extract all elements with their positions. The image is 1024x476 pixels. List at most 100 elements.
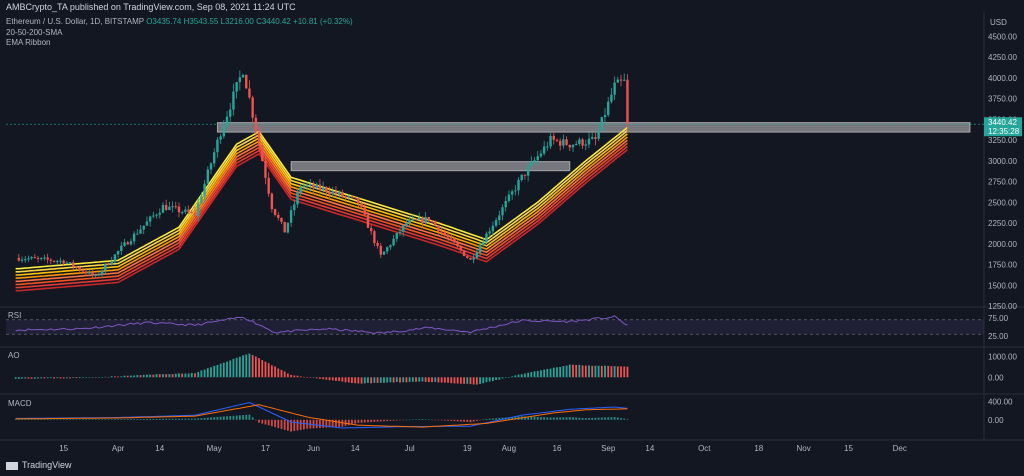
candle-body (385, 247, 389, 252)
macd-hist-bar (14, 419, 17, 420)
candle-body (408, 220, 411, 224)
ao-bar (40, 377, 43, 379)
candle-body (40, 257, 43, 259)
macd-hist-bar (610, 417, 613, 420)
macd-hist-bar (107, 419, 110, 420)
ao-bar (245, 354, 248, 378)
macd-hist-bar (379, 419, 382, 422)
macd-hist-bar (274, 419, 276, 428)
macd-hist-bar (530, 416, 533, 420)
ema-ribbon-line-2 (15, 133, 628, 276)
ao-pane-label[interactable]: AO (8, 351, 20, 360)
macd-hist-bar (46, 419, 49, 420)
candle-body (462, 250, 466, 257)
ao-bar (133, 375, 136, 378)
candle-body (526, 166, 530, 176)
macd-hist-bar (152, 418, 155, 420)
ao-bar (219, 363, 222, 378)
ao-bar (386, 377, 389, 383)
indicator-ema-ribbon-label[interactable]: EMA Ribbon (6, 38, 51, 47)
candle-body (30, 257, 33, 259)
price-tick-label: 2500.00 (988, 198, 1017, 207)
candle-body (597, 130, 600, 139)
macd-pane-label[interactable]: MACD (8, 399, 32, 408)
macd-hist-bar (24, 419, 27, 420)
last-price-badge (984, 117, 1022, 137)
time-tick-label: Nov (796, 444, 810, 453)
ao-bar (184, 373, 187, 378)
ao-bar (101, 377, 103, 378)
candle-body (623, 79, 626, 81)
macd-hist-bar (72, 419, 75, 420)
ao-bar (447, 377, 449, 383)
ao-bar (56, 377, 59, 379)
candle-body (180, 212, 184, 214)
rsi-pane-label[interactable]: RSI (8, 311, 22, 320)
ao-bar (17, 377, 20, 379)
symbol-legend: Ethereum / U.S. Dollar, 1D, BITSTAMP O34… (6, 17, 353, 26)
ao-bar (527, 372, 530, 378)
ao-bar (235, 357, 238, 378)
macd-hist-bar (540, 417, 542, 420)
price-tick-label: 4500.00 (988, 32, 1017, 41)
ao-bar (232, 358, 235, 378)
macd-hist-bar (447, 419, 449, 421)
candle-body (280, 217, 283, 222)
candle-body (510, 191, 514, 195)
ema-ribbon-line-5 (15, 142, 628, 286)
ao-bar (498, 377, 501, 380)
candle-body (501, 207, 504, 216)
candle-body (456, 242, 459, 247)
candle-body (164, 204, 168, 211)
candle-body (616, 79, 620, 83)
time-tick-label: 15 (59, 444, 68, 453)
ao-bar (501, 377, 504, 379)
candle-body (264, 161, 267, 178)
ao-bar (78, 377, 81, 379)
candle-body (238, 77, 242, 83)
macd-hist-bar (459, 419, 462, 422)
rsi-tick-label: 25.00 (988, 332, 1009, 341)
indicator-sma-label[interactable]: 20-50-200-SMA (6, 28, 63, 37)
time-tick-label: 16 (553, 444, 562, 453)
candle-body (363, 207, 366, 215)
ao-bar (485, 377, 488, 383)
time-tick-label: Sep (601, 444, 616, 453)
ao-bar (312, 377, 315, 378)
ao-bar (222, 362, 225, 378)
candle-body (395, 232, 398, 239)
ao-bar (379, 377, 382, 383)
ao-bar (306, 377, 309, 378)
candle-body (430, 220, 434, 222)
macd-hist-bar (501, 417, 504, 420)
candle-body (405, 223, 408, 226)
candle-body (382, 251, 386, 255)
macd-hist-bar (322, 419, 325, 428)
ao-bar (200, 370, 203, 378)
macd-hist-bar (88, 419, 91, 420)
macd-hist-bar (418, 419, 421, 420)
candle-body (235, 82, 238, 92)
candle-body (229, 109, 232, 117)
macd-hist-bar (155, 418, 158, 420)
ao-bar (123, 375, 126, 378)
ao-bar (303, 376, 305, 378)
ao-bar (293, 375, 296, 378)
candle-body (574, 144, 578, 146)
ao-bar (43, 377, 46, 379)
price-tick-label: 2750.00 (988, 178, 1017, 187)
candle-body (341, 191, 344, 197)
macd-hist-bar (613, 417, 616, 420)
candle-body (251, 97, 254, 118)
macd-hist-bar (591, 417, 594, 420)
macd-hist-bar (136, 419, 139, 420)
ao-bar (299, 376, 302, 378)
macd-hist-bar (200, 418, 203, 420)
ao-bar (21, 377, 23, 379)
macd-hist-bar (280, 419, 283, 429)
candle-body (68, 262, 72, 264)
ohlc-close: C3440.42 (256, 17, 291, 26)
ao-bar (33, 377, 36, 379)
candle-body (309, 184, 312, 186)
